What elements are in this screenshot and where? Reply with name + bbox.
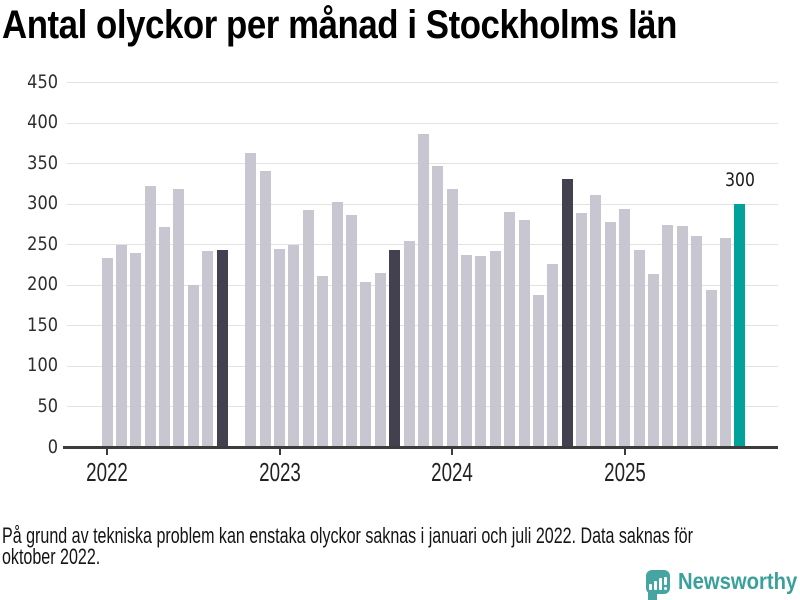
y-axis-label-450: 450 — [27, 70, 58, 93]
bar-2024-07 — [532, 295, 544, 447]
bar-2024-12 — [604, 221, 616, 447]
x-axis-label-2024: 2024 — [431, 457, 473, 487]
bar-2024-08 — [547, 263, 559, 447]
newsworthy-wordmark: Newsworthy — [678, 568, 798, 594]
bar-2025-06 — [691, 236, 703, 447]
bar-2024-11 — [590, 194, 602, 447]
speech-bubble-tail — [648, 591, 657, 600]
bar-2022-01 — [101, 258, 113, 447]
bar-2022-12 — [259, 171, 271, 447]
bar-2023-08 — [374, 272, 386, 447]
bar-2024-04 — [489, 250, 501, 447]
bar-2024-06 — [518, 219, 530, 447]
x-tick-2022 — [106, 449, 108, 455]
bar-2022-08 — [202, 250, 214, 447]
bar-2025-05 — [676, 226, 688, 447]
y-axis-label-400: 400 — [27, 111, 58, 134]
mini-bar-chart-icon — [646, 576, 670, 590]
exclamation-icon — [664, 576, 667, 590]
bar-2023-12 — [432, 166, 444, 447]
bar-2025-07 — [705, 289, 717, 447]
bar-2023-02 — [288, 245, 300, 447]
bar-2023-11 — [417, 133, 429, 447]
bar-2025-02 — [633, 249, 645, 447]
gridline-400 — [67, 122, 778, 124]
bar-2022-09 — [216, 249, 228, 447]
newsworthy-logo-icon — [646, 569, 670, 600]
y-axis-label-250: 250 — [27, 232, 58, 255]
bar-2024-09 — [561, 178, 573, 447]
bar-2022-03 — [130, 253, 142, 447]
x-tick-2024 — [451, 449, 454, 455]
bar-2022-06 — [173, 189, 185, 447]
bar-2022-11 — [245, 153, 257, 447]
y-axis-label-100: 100 — [27, 354, 58, 377]
latest-value-label: 300 — [724, 169, 755, 191]
bar-2024-02 — [461, 254, 472, 447]
bar-2025-03 — [647, 274, 659, 447]
bar-2023-09 — [389, 249, 401, 447]
y-axis-label-0: 0 — [47, 435, 58, 458]
x-axis-label-2025: 2025 — [603, 457, 646, 487]
x-tick-2025 — [623, 449, 626, 455]
bar-2022-07 — [187, 284, 199, 447]
chart-footnote: På grund av tekniska problem kan enstaka… — [2, 523, 800, 569]
chart-title: Antal olyckor per månad i Stockholms län — [2, 3, 677, 47]
bar-2023-03 — [302, 210, 314, 447]
bar-2025-04 — [662, 224, 674, 447]
x-tick-2023 — [278, 449, 281, 455]
bar-2023-10 — [403, 241, 415, 447]
bar-2025-01 — [619, 209, 631, 447]
x-axis-label-2023: 2023 — [258, 457, 301, 487]
bar-2023-01 — [274, 249, 286, 447]
x-axis-line — [63, 446, 778, 449]
x-axis-label-2022: 2022 — [86, 457, 128, 487]
gridline-450 — [67, 82, 778, 83]
bar-2022-04 — [144, 185, 156, 447]
bar-2024-10 — [576, 213, 587, 447]
y-axis-label-150: 150 — [27, 313, 58, 336]
newsworthy-logo: Newsworthy — [646, 568, 800, 600]
bar-2022-05 — [159, 227, 170, 447]
footnote-line-2: oktober 2022. — [2, 544, 101, 569]
bar-2024-03 — [475, 255, 487, 447]
bar-2023-06 — [346, 215, 357, 447]
bar-2023-05 — [331, 202, 343, 447]
bar-2025-08 — [719, 237, 731, 447]
bar-2022-02 — [115, 245, 127, 447]
bar-2023-07 — [360, 282, 372, 447]
y-axis-label-350: 350 — [27, 151, 58, 174]
footnote-line-1: På grund av tekniska problem kan enstaka… — [2, 523, 693, 548]
bar-2024-01 — [446, 189, 458, 447]
y-axis-label-200: 200 — [27, 273, 58, 296]
bar-2024-05 — [504, 211, 516, 447]
y-axis-label-50: 50 — [37, 394, 58, 417]
bar-2023-04 — [317, 275, 329, 447]
bar-2025-09 — [734, 203, 746, 447]
y-axis-label-300: 300 — [27, 192, 58, 215]
